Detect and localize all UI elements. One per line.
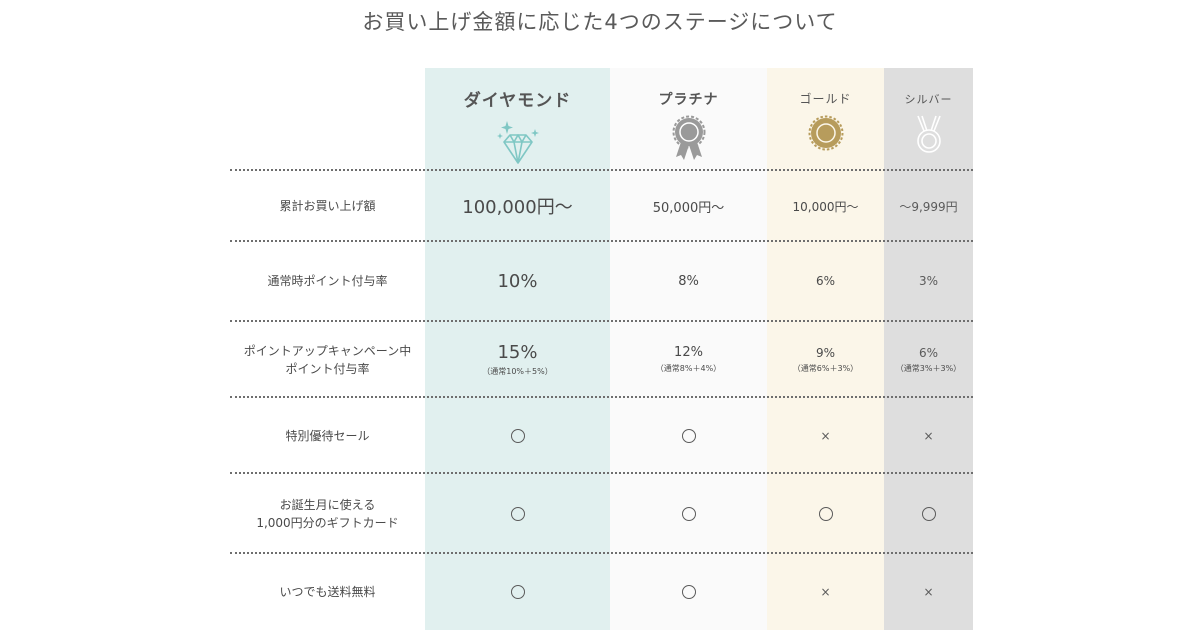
available-circle-icon: [681, 429, 696, 443]
value-text: 15%: [497, 342, 538, 363]
value-gold: 10,000円〜: [767, 171, 884, 241]
available-circle-icon: [510, 507, 525, 521]
tier-header-silver: シルバー: [884, 76, 973, 168]
available-circle-icon: [681, 507, 696, 521]
value-platinum: [610, 554, 767, 630]
value-text: 10,000円〜: [792, 199, 859, 214]
available-circle-icon: [510, 585, 525, 599]
value-note: （通常3%＋3%）: [895, 363, 962, 373]
tier-header-platinum: プラチナ: [610, 76, 767, 168]
row-label-line: お誕生月に使える: [279, 498, 376, 512]
row-divider: [230, 240, 973, 242]
row-label: お誕生月に使える 1,000円分のギフトカード: [230, 475, 425, 553]
tier-header-diamond: ダイヤモンド: [425, 76, 610, 168]
value-diamond: [425, 398, 610, 474]
page-title: お買い上げ金額に応じた4つのステージについて: [362, 10, 838, 34]
value-text: 〜9,999円: [899, 199, 958, 214]
row-label: 累計お買い上げ額: [279, 199, 376, 213]
value-gold: ×: [767, 554, 884, 630]
value-silver: 6% （通常3%＋3%）: [884, 322, 973, 397]
value-silver: ×: [884, 398, 973, 474]
value-platinum: [610, 398, 767, 474]
row-label-line: ポイント付与率: [285, 361, 370, 376]
value-text: 8%: [678, 273, 699, 289]
value-platinum: [610, 475, 767, 553]
value-silver: 3%: [884, 242, 973, 320]
row-label: 特別優待セール: [285, 429, 370, 443]
unavailable-cross-icon: ×: [923, 429, 934, 443]
value-diamond: 15% （通常10%＋5%）: [425, 322, 610, 397]
platinum-rosette-icon: [669, 115, 709, 167]
value-text: 100,000円〜: [462, 197, 573, 218]
row-label: いつでも送料無料: [279, 585, 376, 599]
value-text: 3%: [918, 274, 939, 288]
unavailable-cross-icon: ×: [820, 585, 831, 599]
available-circle-icon: [921, 507, 936, 521]
available-circle-icon: [681, 585, 696, 599]
unavailable-cross-icon: ×: [923, 585, 934, 599]
row-label-line: 1,000円分のギフトカード: [256, 516, 399, 530]
value-platinum: 12% （通常8%＋4%）: [610, 322, 767, 397]
row-label: ポイントアップキャンペーン中 ポイント付与率: [230, 322, 425, 397]
value-gold: ×: [767, 398, 884, 474]
row-label: 通常時ポイント付与率: [267, 274, 388, 288]
unavailable-cross-icon: ×: [820, 429, 831, 443]
gold-medal-icon: [806, 113, 846, 157]
silver-column-background: [884, 68, 973, 630]
tier-header-gold: ゴールド: [767, 76, 884, 168]
value-diamond: 10%: [425, 242, 610, 320]
value-text: 6%: [918, 345, 939, 360]
tier-name-platinum: プラチナ: [658, 92, 719, 108]
tier-name-gold: ゴールド: [799, 92, 852, 106]
platinum-column-background: [610, 68, 767, 630]
value-silver: 〜9,999円: [884, 171, 973, 241]
row-divider: [230, 320, 973, 322]
value-silver: [884, 475, 973, 553]
value-platinum: 8%: [610, 242, 767, 320]
value-text: 9%: [815, 345, 836, 360]
value-note: （通常10%＋5%）: [482, 367, 553, 376]
value-text: 6%: [815, 274, 836, 288]
tier-name-silver: シルバー: [904, 93, 953, 106]
tier-name-diamond: ダイヤモンド: [463, 91, 572, 111]
value-gold: 6%: [767, 242, 884, 320]
row-divider: [230, 396, 973, 398]
value-silver: ×: [884, 554, 973, 630]
row-divider: [230, 552, 973, 554]
value-gold: [767, 475, 884, 553]
row-divider: [230, 472, 973, 474]
value-diamond: [425, 475, 610, 553]
value-diamond: [425, 554, 610, 630]
silver-medal-icon: [912, 113, 946, 161]
value-text: 12%: [674, 345, 703, 360]
available-circle-icon: [510, 429, 525, 443]
diamond-icon: [490, 117, 546, 171]
value-note: （通常6%＋3%）: [792, 363, 859, 373]
value-text: 10%: [497, 270, 538, 292]
value-diamond: 100,000円〜: [425, 171, 610, 241]
value-note: （通常8%＋4%）: [655, 364, 722, 373]
available-circle-icon: [818, 507, 833, 521]
row-label-line: ポイントアップキャンペーン中: [243, 343, 412, 358]
value-gold: 9% （通常6%＋3%）: [767, 322, 884, 397]
gold-column-background: [767, 68, 884, 630]
value-text: 50,000円〜: [652, 200, 725, 216]
row-divider: [230, 169, 973, 171]
value-platinum: 50,000円〜: [610, 171, 767, 241]
